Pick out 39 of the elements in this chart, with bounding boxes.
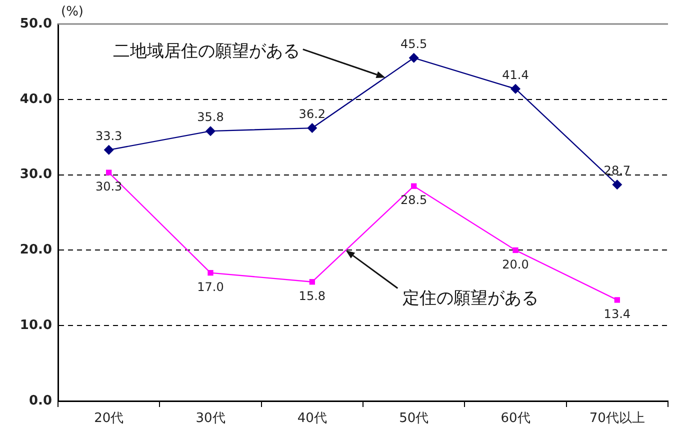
- data-label: 28.7: [604, 164, 631, 178]
- data-label: 30.3: [95, 180, 122, 194]
- y-tick-label: 20.0: [20, 242, 52, 258]
- y-tick-label: 40.0: [20, 92, 52, 107]
- data-label: 17.0: [197, 280, 224, 294]
- point: [307, 123, 318, 134]
- point: [512, 247, 518, 254]
- data-label: 41.4: [502, 68, 529, 82]
- point: [411, 183, 417, 189]
- data-label: 20.0: [502, 257, 529, 272]
- x-tick-label: 60代: [500, 411, 530, 426]
- x-tick-label: 50代: [399, 411, 429, 426]
- text: 二地域居住の願望がある: [112, 42, 300, 62]
- point: [612, 180, 622, 190]
- x-tick-label: 70代以上: [589, 411, 645, 426]
- point: [510, 84, 520, 94]
- x-tick-label: 20代: [94, 411, 124, 426]
- data-label: 35.8: [197, 110, 224, 124]
- point: [309, 279, 315, 285]
- data-label: 33.3: [95, 129, 122, 144]
- x-tick-label: 30代: [196, 411, 226, 426]
- point: [206, 126, 216, 136]
- point: [208, 270, 214, 276]
- y-tick-label: 50.0: [20, 16, 52, 32]
- data-label: 36.2: [298, 107, 326, 122]
- y-tick-label: 30.0: [20, 167, 52, 182]
- data-label: 13.4: [604, 307, 631, 322]
- data-label: 15.8: [298, 288, 326, 303]
- data-label: 45.5: [400, 37, 428, 52]
- point: [104, 144, 114, 155]
- point: [408, 52, 419, 63]
- y-axis-title: (%): [61, 4, 84, 20]
- point: [106, 170, 112, 176]
- y-tick-label: 10.0: [20, 318, 52, 333]
- point: [614, 297, 620, 303]
- x-tick-label: 40代: [297, 411, 327, 426]
- series-label: 定住の願望がある: [402, 288, 539, 309]
- data-label: 28.5: [400, 193, 428, 208]
- y-tick-label: 0.0: [28, 393, 52, 408]
